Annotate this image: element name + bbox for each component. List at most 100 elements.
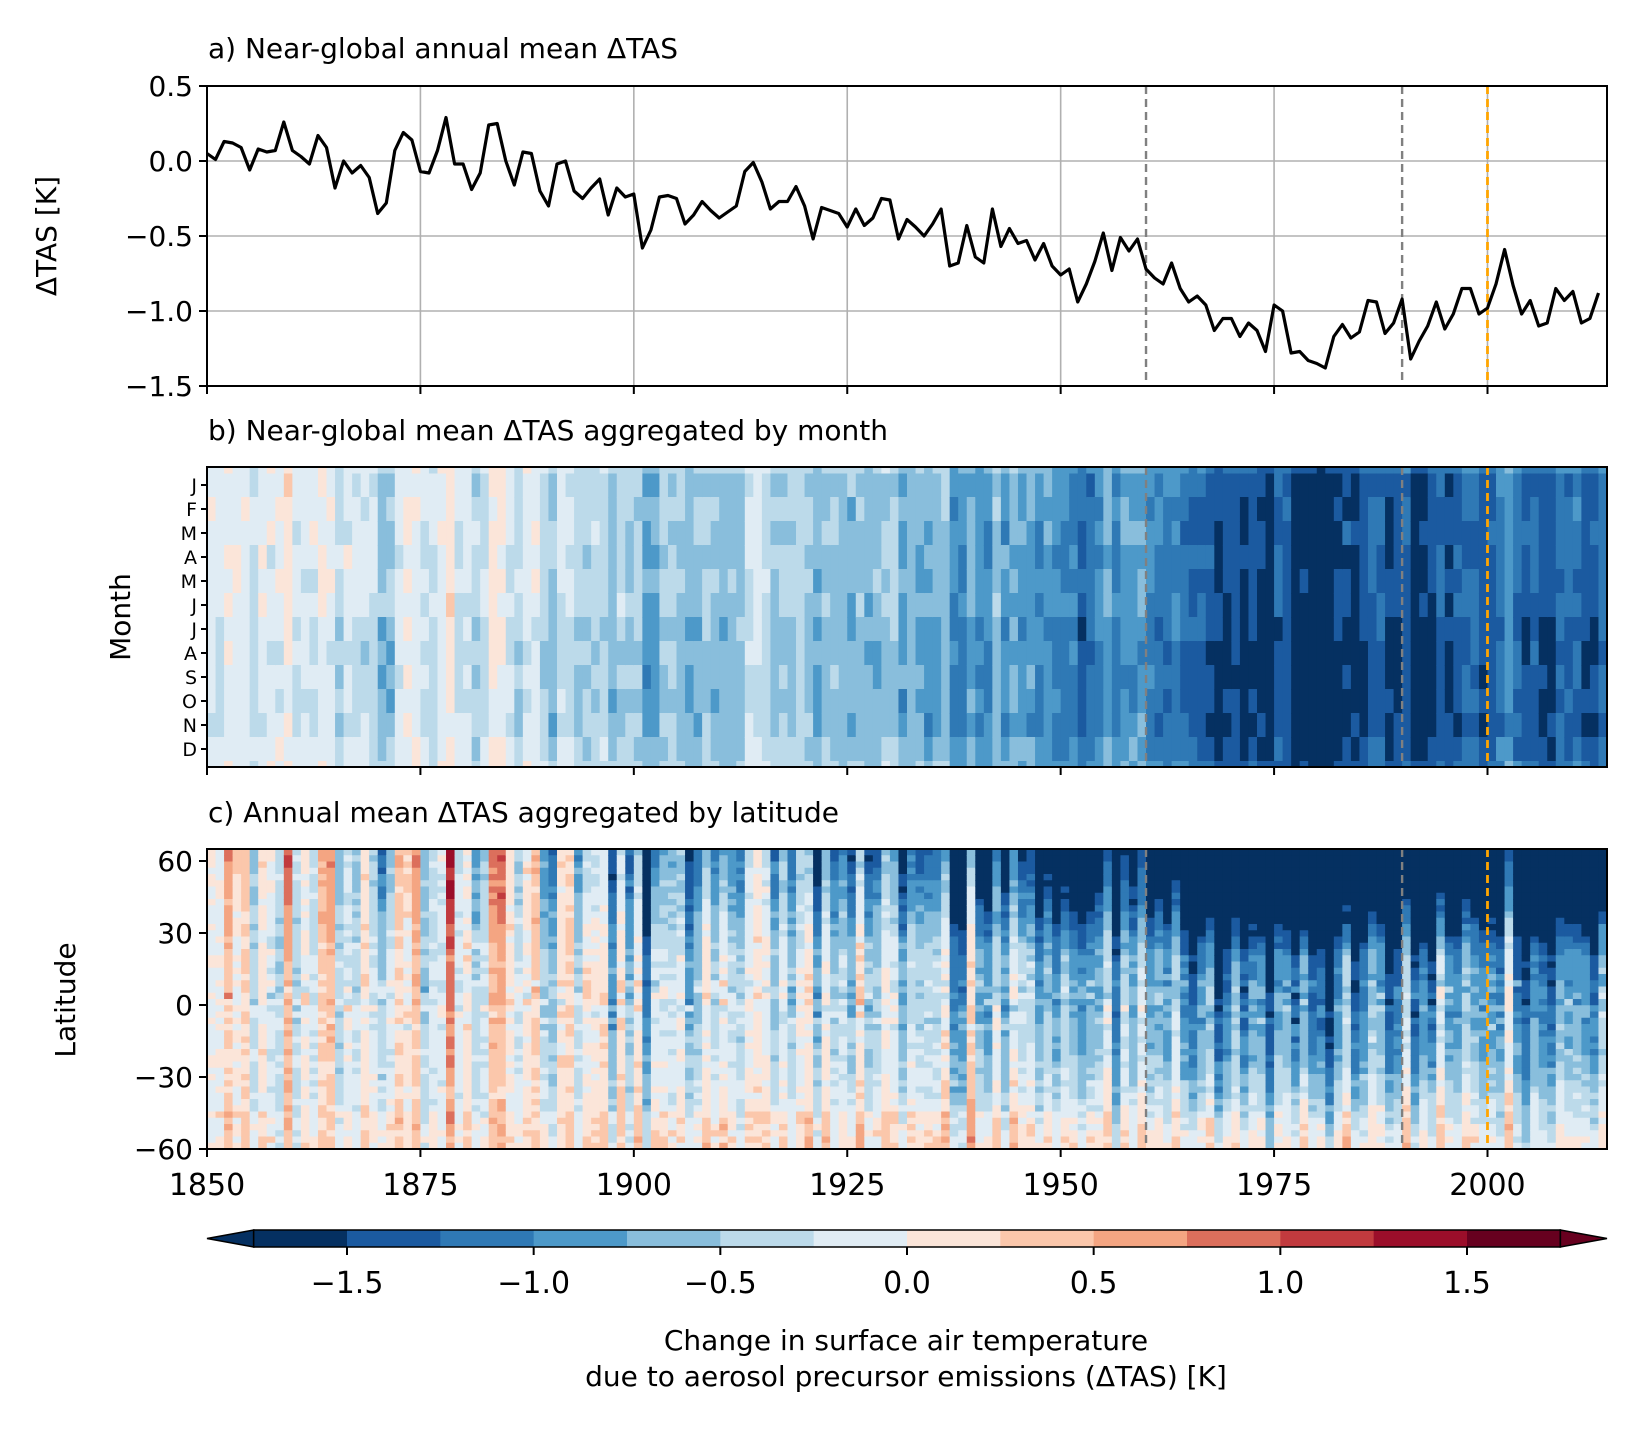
panel-c-cell (292, 886, 302, 894)
panel-c-cell (275, 1005, 285, 1013)
panel-c-cell (224, 886, 234, 894)
panel-b-cell (1350, 593, 1361, 618)
panel-b-cell (744, 641, 754, 666)
panel-b-cell (1111, 497, 1122, 522)
panel-b-cell (924, 467, 934, 474)
panel-c-cell (300, 886, 311, 894)
panel-b-cell (1461, 593, 1472, 618)
panel-b-cell (1333, 545, 1343, 570)
panel-c-cell (403, 955, 413, 963)
panel-c-cell (633, 936, 643, 944)
panel-b-cell (335, 569, 345, 594)
panel-c-cell (557, 992, 567, 1000)
panel-c-cell (463, 1086, 473, 1094)
panel-b-cell (275, 569, 285, 594)
panel-c-cell (505, 855, 515, 863)
panel-b-cell (1180, 521, 1190, 546)
panel-c-cell (437, 899, 447, 906)
panel-c-cell (454, 874, 464, 881)
panel-c-cell (522, 1074, 532, 1081)
panel-c-cell (224, 1111, 234, 1119)
panel-b-cell (1231, 689, 1241, 714)
panel-c-cell (224, 1124, 234, 1131)
panel-b-cell (907, 521, 917, 546)
panel-c-cell (249, 955, 259, 963)
panel-c-cell (326, 936, 336, 944)
panel-b-cell (1154, 617, 1164, 642)
panel-b-cell (1111, 521, 1122, 546)
panel-c-cell (463, 999, 473, 1006)
panel-b-cell (1496, 689, 1506, 714)
panel-b-cell (232, 473, 242, 498)
panel-b-cell (983, 737, 993, 762)
panel-b-cell (1052, 473, 1062, 498)
panel-c-cell (207, 936, 217, 944)
panel-b-cell (770, 473, 780, 498)
panel-b-cell (1410, 713, 1420, 738)
panel-c-cell (446, 1142, 456, 1150)
panel-b-cell (1308, 761, 1318, 767)
panel-b-cell (266, 545, 276, 570)
panel-b-cell (907, 737, 917, 762)
panel-c-cell (207, 1024, 217, 1031)
panel-b-cell (1496, 569, 1506, 594)
panel-b-cell (616, 545, 626, 570)
panel-c-cell (360, 1142, 370, 1150)
panel-c-cell (386, 1030, 396, 1038)
panel-c-cell (565, 949, 575, 956)
panel-b-cell (1103, 641, 1113, 666)
panel-b-month-label: D (182, 739, 197, 761)
panel-b-cell (881, 665, 891, 690)
panel-c-cell (454, 1111, 464, 1119)
panel-b-cell (480, 689, 490, 714)
panel-c-cell (343, 874, 353, 881)
panel-b-cell (292, 689, 302, 714)
panel-c-cell (300, 986, 311, 994)
panel-b-cell (411, 665, 422, 690)
panel-b-cell (1239, 521, 1250, 546)
panel-c-cell (360, 980, 370, 988)
panel-c-cell (522, 967, 532, 975)
panel-b-cell (1128, 641, 1139, 666)
panel-b-cell (1231, 521, 1241, 546)
panel-c-cell (232, 986, 242, 994)
panel-c-cell (497, 886, 507, 894)
panel-b-cell (736, 641, 746, 666)
panel-c-cell (488, 1105, 498, 1113)
panel-b-cell (1427, 617, 1437, 642)
panel-b-cell (1359, 665, 1369, 690)
panel-b-cell (1257, 521, 1267, 546)
panel-c-cell (608, 899, 618, 906)
panel-c-cell (565, 1061, 575, 1069)
panel-b-cell (1163, 665, 1173, 690)
panel-b-cell (446, 473, 456, 498)
panel-b-cell (1094, 761, 1104, 767)
panel-c-cell (249, 911, 259, 919)
panel-c-cell (642, 1036, 652, 1044)
panel-b-cell (480, 521, 490, 546)
panel-b-cell (454, 737, 464, 762)
panel-c-cell (420, 1055, 430, 1063)
panel-c-cell (463, 1142, 473, 1150)
panel-b-cell (497, 521, 507, 546)
panel-b-cell (1265, 569, 1275, 594)
panel-b-cell (1137, 521, 1147, 546)
panel-b-cell (394, 761, 404, 767)
panel-b-cell (1350, 467, 1361, 474)
panel-c-cell (591, 1142, 601, 1150)
panel-b-cell (1205, 473, 1215, 498)
panel-c-cell (224, 1049, 234, 1056)
panel-b-cell (710, 497, 720, 522)
panel-c-cell (454, 1092, 464, 1100)
panel-b-cell (386, 689, 396, 714)
panel-c-cell (275, 1074, 285, 1081)
panel-c-cell (565, 1086, 575, 1094)
panel-c-cell (480, 1080, 490, 1088)
panel-c-cell (420, 1017, 430, 1025)
panel-c-cell (642, 930, 652, 938)
panel-b-cell (787, 713, 797, 738)
panel-b-cell (915, 497, 925, 522)
panel-b-cell (1137, 641, 1147, 666)
panel-b-cell (1171, 593, 1181, 618)
panel-c-cell (283, 1086, 293, 1094)
